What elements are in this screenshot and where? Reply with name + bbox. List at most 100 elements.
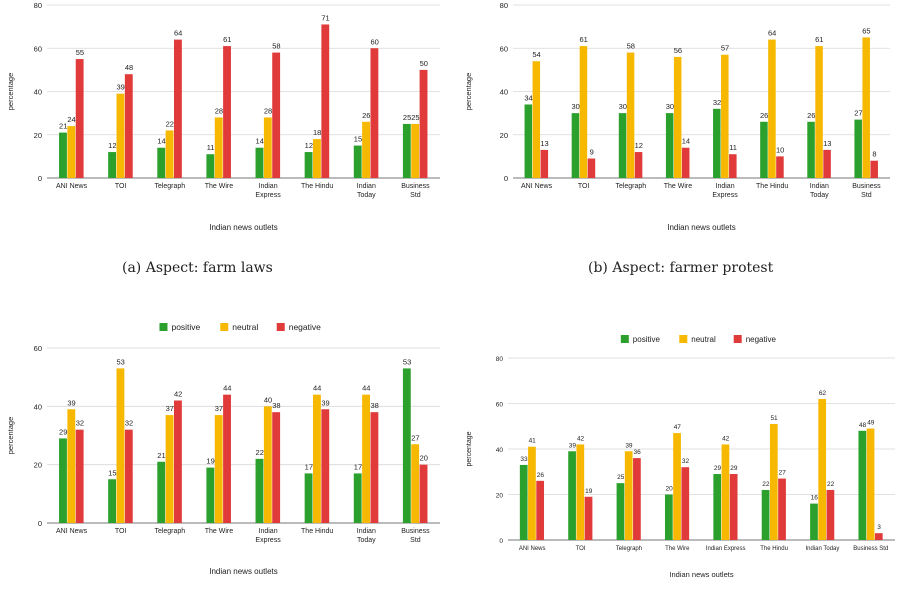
- bar-positive: [713, 474, 722, 540]
- bar-neutral: [362, 121, 370, 178]
- x-tick-label: Business: [852, 183, 881, 190]
- data-label: 26: [807, 111, 815, 120]
- bar-positive: [255, 458, 264, 523]
- bar-neutral: [411, 123, 420, 178]
- bar-negative: [584, 496, 593, 540]
- bar-negative: [419, 464, 428, 523]
- bar-neutral: [769, 423, 778, 540]
- data-label: 12: [108, 141, 116, 150]
- data-label: 25: [403, 113, 411, 122]
- bar-negative: [823, 149, 831, 178]
- bar-positive: [664, 494, 673, 540]
- chart-bottom-left: 0 20 40 60 percentage 29 15 21 19 22 17 17 53 39 53 37 3…: [0, 300, 450, 600]
- x-tick-label: Std: [410, 537, 421, 544]
- x-tick-label: TOI: [115, 183, 127, 190]
- y-tick-label: 0: [499, 538, 503, 545]
- bar-neutral: [673, 56, 682, 178]
- data-label: 42: [722, 435, 730, 442]
- bar-positive: [665, 113, 674, 178]
- bar-positive: [157, 147, 166, 178]
- bar-positive: [713, 108, 721, 178]
- y-tick-label: 60: [34, 344, 42, 353]
- bar-positive: [810, 503, 818, 540]
- x-tick-label: Indian Express: [706, 546, 746, 552]
- y-tick-label: 20: [496, 493, 504, 500]
- data-label: 20: [420, 454, 428, 463]
- x-tick-label: The Hindu: [760, 546, 788, 552]
- data-label: 32: [76, 419, 84, 428]
- caption-farm-laws: (a) Aspect: farm laws: [122, 260, 273, 276]
- bar-negative: [173, 400, 182, 523]
- data-label: 39: [67, 398, 75, 407]
- bar-neutral: [313, 394, 321, 523]
- bar-positive: [108, 479, 117, 523]
- data-label: 25: [411, 113, 419, 122]
- data-label: 26: [760, 111, 768, 120]
- bar-positive: [858, 430, 867, 540]
- chart-farm-laws-svg: 0 20 40 60 80 percentage 21 12 14 11 14 12 15 25 24 39 2…: [6, 1, 440, 232]
- data-label: 24: [67, 115, 75, 124]
- y-tick-label: 60: [500, 44, 508, 53]
- data-label: 13: [823, 139, 831, 148]
- bar-negative: [729, 474, 738, 540]
- x-tick-label: Indian: [357, 183, 376, 190]
- bar-positive: [761, 489, 770, 540]
- bar-neutral: [626, 52, 635, 179]
- bar-positive: [59, 438, 67, 523]
- x-tick-label: The Wire: [665, 546, 690, 552]
- bar-positive: [206, 154, 215, 178]
- y-tick-label: 40: [496, 447, 504, 454]
- bar-negative: [729, 154, 737, 178]
- bar-neutral: [214, 415, 223, 523]
- y-tick-label: 20: [500, 131, 508, 140]
- bar-negative: [778, 478, 786, 540]
- bar-positive: [760, 121, 768, 178]
- data-label: 11: [207, 143, 215, 152]
- x-tick-label: Today: [357, 192, 376, 199]
- y-axis-title: percentage: [464, 73, 473, 111]
- bar-neutral: [818, 398, 827, 540]
- x-tick-label: Telegraph: [154, 183, 185, 190]
- data-label: 54: [532, 50, 540, 59]
- bar-positive: [304, 473, 313, 523]
- data-label: 14: [256, 137, 264, 146]
- legend-swatch-negative: [276, 323, 285, 331]
- x-tick-label: Telegraph: [616, 546, 642, 552]
- data-label: 34: [524, 93, 532, 102]
- x-tick-label: Express: [255, 537, 281, 544]
- data-label: 39: [117, 83, 125, 92]
- data-label: 38: [272, 401, 280, 410]
- data-label: 64: [768, 29, 776, 38]
- bar-positive: [618, 113, 627, 178]
- x-tick-label: Indian: [716, 183, 735, 190]
- data-label: 17: [305, 462, 313, 471]
- legend-swatch-positive: [159, 323, 168, 331]
- bar-positive: [571, 113, 580, 178]
- bar-negative: [370, 412, 379, 523]
- x-tick-label: Business Std: [853, 546, 888, 552]
- bar-positive: [353, 473, 362, 523]
- x-tick-label: Indian: [259, 528, 278, 535]
- data-label: 64: [174, 29, 182, 38]
- bar-neutral: [116, 368, 125, 523]
- legend-swatch-positive: [620, 335, 629, 343]
- bar-neutral: [362, 394, 370, 523]
- bar-neutral: [528, 446, 536, 540]
- x-tick-label: Business: [401, 183, 430, 190]
- bar-negative: [419, 69, 428, 178]
- chart-farm-laws: 0 20 40 60 80 percentage 21 12 14 11 14 12 15 25 24 39 2…: [0, 0, 450, 250]
- bar-negative: [587, 158, 596, 178]
- data-label: 27: [854, 109, 862, 118]
- x-tick-label: The Wire: [205, 528, 234, 535]
- legend-swatch-negative: [733, 335, 742, 343]
- data-label: 27: [411, 433, 419, 442]
- x-tick-label: Std: [861, 192, 872, 199]
- bar-negative: [321, 409, 330, 523]
- data-label: 58: [627, 42, 635, 51]
- x-tick-label: ANI News: [56, 528, 88, 535]
- y-tick-label: 40: [500, 88, 508, 97]
- data-label: 30: [666, 102, 674, 111]
- data-label: 58: [272, 42, 280, 51]
- data-label: 47: [674, 424, 682, 431]
- bar-neutral: [721, 54, 729, 178]
